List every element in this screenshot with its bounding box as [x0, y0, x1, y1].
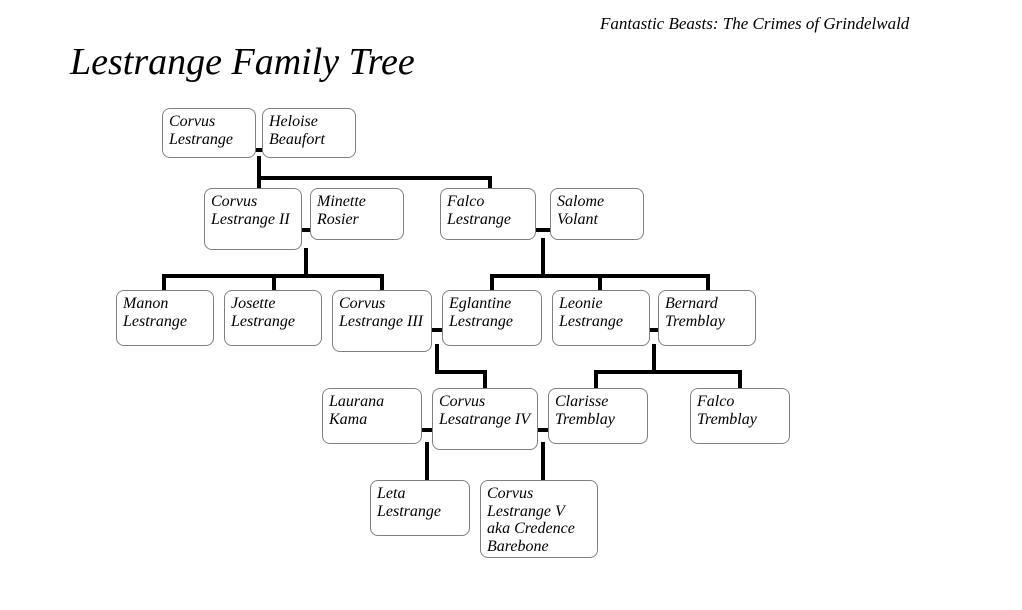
page-title: Lestrange Family Tree	[70, 40, 415, 84]
tree-node-label: Leonie Lestrange	[559, 295, 643, 330]
tree-node-label: Eglantine Lestrange	[449, 295, 535, 330]
tree-node-label: Josette Lestrange	[231, 295, 315, 330]
tree-node-minette: Minette Rosier	[310, 188, 404, 240]
tree-node-corvus1: Corvus Lestrange	[162, 108, 256, 158]
tree-node-corvus3: Corvus Lestrange III	[332, 290, 432, 352]
tree-node-label: Falco Lestrange	[447, 193, 529, 228]
tree-node-manon: Manon Lestrange	[116, 290, 214, 346]
tree-node-label: Bernard Tremblay	[665, 295, 749, 330]
tree-node-label: Salome Volant	[557, 193, 637, 228]
tree-node-label: Leta Lestrange	[377, 485, 463, 520]
tree-node-eglantine: Eglantine Lestrange	[442, 290, 542, 346]
tree-node-label: Corvus Lestrange II	[211, 193, 295, 228]
tree-node-label: Laurana Kama	[329, 393, 415, 428]
tree-node-label: Heloise Beaufort	[269, 113, 349, 148]
tree-node-corvus5: Corvus Lestrange V aka Credence Barebone	[480, 480, 598, 558]
tree-node-corvus2: Corvus Lestrange II	[204, 188, 302, 250]
tree-node-label: Corvus Lesatrange IV	[439, 393, 531, 428]
tree-node-heloise: Heloise Beaufort	[262, 108, 356, 158]
tree-node-label: Corvus Lestrange III	[339, 295, 425, 330]
tree-node-falco1: Falco Lestrange	[440, 188, 536, 240]
tree-node-label: Clarisse Tremblay	[555, 393, 641, 428]
tree-node-clarisse: Clarisse Tremblay	[548, 388, 648, 444]
tree-node-leonie: Leonie Lestrange	[552, 290, 650, 346]
tree-node-laurana: Laurana Kama	[322, 388, 422, 444]
tree-node-leta: Leta Lestrange	[370, 480, 470, 536]
tree-node-falco2: Falco Tremblay	[690, 388, 790, 444]
tree-node-corvus4: Corvus Lesatrange IV	[432, 388, 538, 450]
tree-node-label: Corvus Lestrange	[169, 113, 249, 148]
tree-node-bernard: Bernard Tremblay	[658, 290, 756, 346]
tree-node-label: Minette Rosier	[317, 193, 397, 228]
page-subtitle: Fantastic Beasts: The Crimes of Grindelw…	[600, 14, 909, 34]
tree-node-salome: Salome Volant	[550, 188, 644, 240]
tree-node-label: Falco Tremblay	[697, 393, 783, 428]
tree-node-josette: Josette Lestrange	[224, 290, 322, 346]
tree-node-label: Corvus Lestrange V aka Credence Barebone	[487, 485, 591, 555]
tree-node-label: Manon Lestrange	[123, 295, 207, 330]
